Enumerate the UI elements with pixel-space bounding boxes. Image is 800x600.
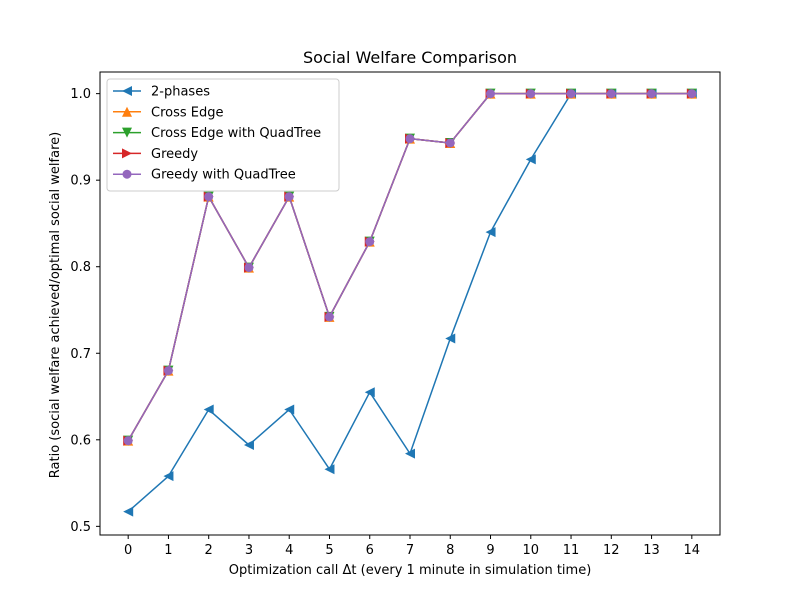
legend-item: 2-phases [113, 85, 210, 100]
data-point [566, 89, 576, 99]
data-point [123, 506, 134, 517]
y-tick-label: 0.8 [70, 260, 91, 275]
data-point [445, 333, 456, 344]
x-tick-label: 1 [164, 543, 172, 558]
legend-marker [122, 169, 132, 179]
plot-area [123, 88, 697, 517]
x-tick-label: 2 [205, 543, 213, 558]
x-tick-label: 10 [523, 543, 540, 558]
data-point [243, 439, 254, 450]
data-point [365, 237, 375, 247]
legend-label: 2-phases [151, 85, 210, 100]
legend-marker [122, 127, 132, 138]
data-point [486, 89, 496, 99]
x-tick-label: 0 [124, 543, 132, 558]
y-tick-label: 0.6 [70, 433, 91, 448]
data-point [163, 471, 174, 482]
data-point [284, 192, 294, 202]
data-point [284, 404, 295, 415]
legend-marker [122, 148, 132, 159]
y-tick-label: 0.7 [70, 347, 91, 362]
legend-label: Greedy [151, 147, 198, 162]
x-tick-label: 13 [643, 543, 660, 558]
x-tick-label: 4 [285, 543, 293, 558]
data-point [485, 227, 496, 238]
data-point [526, 89, 536, 99]
x-tick-label: 5 [325, 543, 333, 558]
data-point [203, 404, 214, 415]
y-axis-label: Ratio (social welfare achieved/optimal s… [48, 132, 63, 478]
legend-item: Greedy with QuadTree [113, 168, 296, 183]
data-point [525, 154, 536, 165]
legend-label: Cross Edge [151, 105, 223, 120]
legend-marker [122, 106, 132, 117]
legend-item: Cross Edge with QuadTree [113, 126, 321, 141]
y-tick-label: 0.9 [70, 174, 91, 189]
legend-item: Cross Edge [113, 105, 223, 120]
x-tick-label: 3 [245, 543, 253, 558]
x-tick-label: 12 [603, 543, 620, 558]
x-tick-label: 8 [446, 543, 454, 558]
data-point [647, 89, 657, 99]
x-tick-label: 7 [406, 543, 414, 558]
data-point [244, 263, 254, 273]
data-point [687, 89, 697, 99]
x-tick-label: 14 [684, 543, 701, 558]
legend-box [106, 78, 340, 192]
data-point [606, 89, 616, 99]
legend-label: Greedy with QuadTree [151, 168, 296, 183]
legend: 2-phases Cross Edge Cross Edge with QuadTr… [106, 78, 340, 192]
chart-title: Social Welfare Comparison [303, 48, 517, 67]
data-point [445, 138, 455, 148]
data-point [163, 366, 173, 376]
x-tick-label: 6 [366, 543, 374, 558]
data-point [204, 192, 214, 202]
series-greedy-with-quadtree [123, 89, 697, 446]
data-point [405, 134, 415, 144]
legend-item: Greedy [113, 147, 198, 162]
legend-marker [122, 86, 132, 96]
x-axis-label: Optimization call Δt (every 1 minute in … [229, 563, 592, 578]
y-tick-label: 1.0 [70, 87, 91, 102]
y-tick-label: 0.5 [70, 520, 91, 535]
data-point [123, 436, 133, 446]
legend-label: Cross Edge with QuadTree [151, 126, 321, 141]
data-point [405, 448, 415, 459]
axes: 0 1 2 3 4 5 6 7 8 9 10 11 12 13 140.50.60.70.80.91.0 [70, 71, 721, 558]
x-tick-label: 11 [563, 543, 580, 558]
data-point [324, 464, 335, 475]
x-tick-label: 9 [486, 543, 494, 558]
data-point [364, 387, 375, 398]
data-point [324, 312, 334, 322]
